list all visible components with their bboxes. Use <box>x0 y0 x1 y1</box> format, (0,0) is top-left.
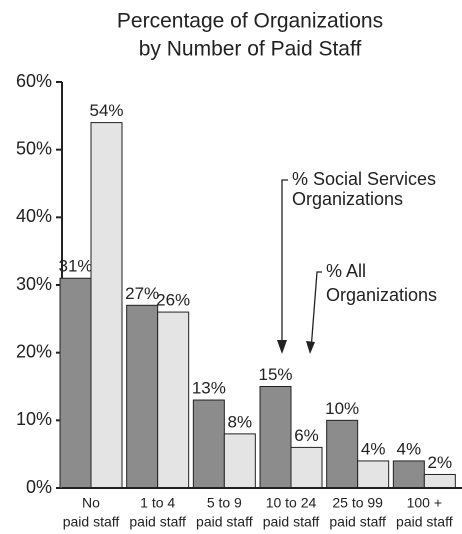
x-tick-label: 100 + <box>407 495 442 511</box>
bar <box>90 122 123 489</box>
bar <box>357 460 390 489</box>
x-tick-label: paid staff <box>396 514 453 530</box>
legend-arrowhead <box>277 340 287 354</box>
chart-title: Percentage of Organizations <box>117 10 383 33</box>
value-label: 6% <box>294 426 319 445</box>
value-label: 26% <box>156 291 190 310</box>
legend-label: Organizations <box>326 285 437 305</box>
legend-pointer <box>310 271 322 351</box>
x-tick-label: paid staff <box>329 514 386 530</box>
bar <box>259 386 292 489</box>
y-tick-label: 50% <box>16 138 52 158</box>
bar <box>59 277 92 489</box>
y-tick-label: 60% <box>16 71 52 91</box>
legend-label: % Social Services <box>292 169 436 189</box>
y-tick-label: 30% <box>16 274 52 294</box>
bar <box>192 399 225 489</box>
bar <box>392 460 425 489</box>
chart-title: by Number of Paid Staff <box>139 38 362 61</box>
value-label: 54% <box>89 101 123 120</box>
legend-label: % All <box>326 261 366 281</box>
bar <box>126 304 159 489</box>
value-label: 4% <box>397 439 422 458</box>
bar <box>326 419 359 489</box>
y-tick-label: 20% <box>16 341 52 361</box>
legend-pointer <box>281 179 288 350</box>
x-tick-label: 5 to 9 <box>207 495 242 511</box>
bar <box>157 311 190 489</box>
value-label: 31% <box>58 257 92 276</box>
value-label: 2% <box>428 453 453 472</box>
x-tick-label: 25 to 99 <box>332 495 383 511</box>
legend-arrowhead <box>306 341 315 354</box>
value-label: 13% <box>192 379 226 398</box>
y-tick-label: 40% <box>16 206 52 226</box>
y-tick-label: 10% <box>16 409 52 429</box>
value-label: 8% <box>228 412 253 431</box>
y-tick-label: 0% <box>26 477 52 497</box>
value-label: 4% <box>361 439 386 458</box>
x-tick-label: No <box>82 495 100 511</box>
value-label: 27% <box>125 284 159 303</box>
x-tick-label: paid staff <box>196 514 253 530</box>
value-label: 15% <box>258 365 292 384</box>
x-tick-label: paid staff <box>263 514 320 530</box>
x-tick-label: 1 to 4 <box>140 495 175 511</box>
x-tick-label: paid staff <box>129 514 186 530</box>
legend-label: Organizations <box>292 189 403 209</box>
bar <box>423 473 456 489</box>
x-tick-label: paid staff <box>63 514 120 530</box>
x-tick-label: 10 to 24 <box>266 495 317 511</box>
value-label: 10% <box>325 399 359 418</box>
bar <box>223 433 256 489</box>
bar <box>290 446 323 489</box>
